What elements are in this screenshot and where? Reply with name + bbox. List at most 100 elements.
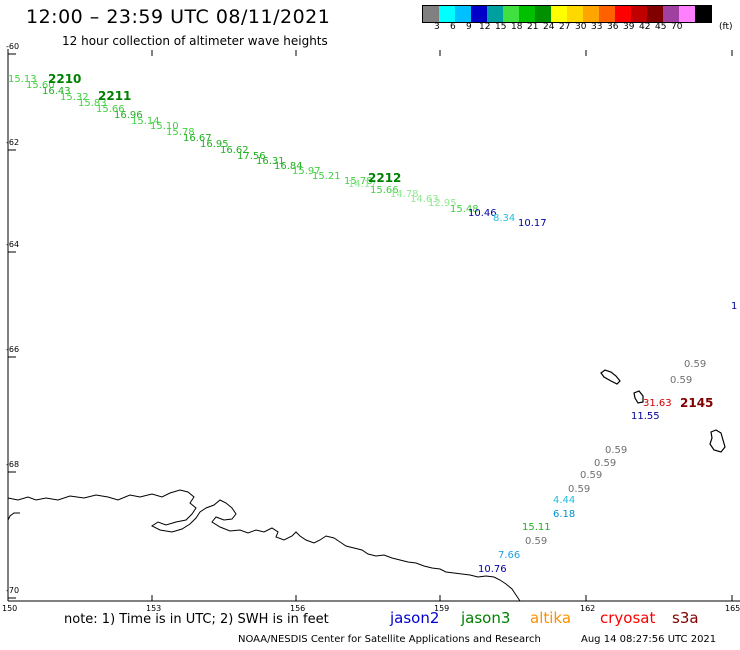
latitude-label: -70 [6, 586, 20, 595]
antarctic-coastline [7, 489, 521, 602]
color-scale-tick: 45 [655, 22, 667, 32]
wave-height-value: 14.78 [390, 189, 419, 200]
mission-label-s3a: s3a [672, 609, 699, 627]
wave-height-value: 15.78 [344, 176, 373, 187]
wave-height-value: 0.59 [594, 458, 617, 469]
color-scale-tick: 24 [543, 22, 555, 32]
color-swatch [567, 6, 583, 22]
color-swatch [455, 6, 471, 22]
color-scale-tick: 6 [450, 22, 456, 32]
wave-height-value: 15.11 [522, 522, 551, 533]
wave-height-value: 0.59 [525, 536, 548, 547]
longitude-label: 162 [580, 604, 596, 613]
latitude-label: -62 [6, 138, 20, 147]
coastline-bay [7, 512, 20, 521]
color-scale-tick: 36 [607, 22, 619, 32]
color-swatch [615, 6, 631, 22]
mission-label-jason2: jason2 [390, 609, 440, 627]
color-scale-tick: 21 [527, 22, 539, 32]
wave-height-value: 16.95 [200, 139, 229, 150]
wave-height-value: 15.66 [370, 185, 399, 196]
wave-height-value: 15.14 [131, 116, 160, 127]
wave-height-value: 0.59 [568, 484, 591, 495]
wave-height-value: 8.34 [493, 213, 516, 224]
color-swatch [647, 6, 663, 22]
wave-height-value: 15.10 [150, 121, 179, 132]
wave-height-value: 14.17 [348, 179, 377, 190]
color-scale-tick: 15 [495, 22, 507, 32]
island [709, 429, 726, 453]
wave-height-value: 15.60 [26, 80, 55, 91]
latitude-label: -64 [6, 240, 20, 249]
color-scale-legend [422, 5, 712, 23]
color-scale-tick: 27 [559, 22, 571, 32]
color-swatch [679, 6, 695, 22]
longitude-label: 153 [146, 604, 162, 613]
color-swatch [471, 6, 487, 22]
color-scale-tick: 3 [434, 22, 440, 32]
color-swatch [535, 6, 551, 22]
wave-height-value: 15.78 [166, 127, 195, 138]
color-swatch [551, 6, 567, 22]
wave-height-value: 16.67 [183, 133, 212, 144]
wave-height-value: 17.56 [237, 151, 266, 162]
wave-height-value: 0.59 [580, 470, 603, 481]
color-swatch [487, 6, 503, 22]
wave-height-value: 16.96 [114, 110, 143, 121]
longitude-label: 156 [290, 604, 306, 613]
wave-height-value: 16.43 [42, 86, 71, 97]
wave-height-value: 15.13 [8, 74, 37, 85]
mission-label-jason3: jason3 [461, 609, 511, 627]
color-scale-tick: 18 [511, 22, 523, 32]
wave-height-value: 0.59 [605, 445, 628, 456]
wave-height-value: 10.76 [478, 564, 507, 575]
color-scale-tick: 9 [466, 22, 472, 32]
color-swatch [631, 6, 647, 22]
pass-cycle-number: 2212 [368, 171, 402, 185]
wave-height-value: 7.66 [498, 550, 521, 561]
wave-height-value: 15.48 [450, 204, 479, 215]
wave-height-value: 14.63 [410, 194, 439, 205]
island [600, 369, 621, 385]
wave-height-value: 6.18 [553, 509, 576, 520]
color-swatch [695, 6, 711, 22]
wave-height-value: 0.59 [684, 359, 707, 370]
color-swatch [423, 6, 439, 22]
latitude-label: -68 [6, 460, 20, 469]
wave-height-value: 31.63 [643, 398, 672, 409]
color-swatch [663, 6, 679, 22]
wave-height-value: 15.21 [312, 171, 341, 182]
wave-height-value: 0.59 [670, 375, 693, 386]
color-swatch [503, 6, 519, 22]
color-scale-tick: 42 [639, 22, 651, 32]
mission-label-cryosat: cryosat [600, 609, 656, 627]
color-scale-tick: 33 [591, 22, 603, 32]
color-scale-tick: 30 [575, 22, 587, 32]
color-swatch [599, 6, 615, 22]
longitude-label: 159 [434, 604, 450, 613]
wave-height-value: 10.17 [518, 218, 547, 229]
map-title: 12:00 – 23:59 UTC 08/11/2021 [26, 6, 331, 28]
map-subtitle: 12 hour collection of altimeter wave hei… [62, 34, 328, 48]
mission-label-altika: altika [530, 609, 572, 627]
wave-height-value: 15.97 [292, 166, 321, 177]
latitude-label: -60 [6, 42, 20, 51]
credit-line: NOAA/NESDIS Center for Satellite Applica… [238, 634, 541, 645]
generation-timestamp: Aug 14 08:27:56 UTC 2021 [581, 634, 717, 645]
pass-cycle-number: 2210 [48, 72, 82, 86]
pass-cycle-number: 2211 [98, 89, 132, 103]
footer-note: note: 1) Time is in UTC; 2) SWH is in fe… [64, 612, 329, 627]
wave-height-value: 12.95 [428, 198, 457, 209]
longitude-label: 150 [2, 604, 18, 613]
wave-height-value: 15.32 [60, 92, 89, 103]
wave-height-value: 16.62 [220, 145, 249, 156]
wave-height-value: 1 [731, 301, 738, 312]
latitude-ticks [8, 53, 16, 599]
wave-height-value: 15.66 [96, 104, 125, 115]
color-scale-unit: (ft) [719, 22, 733, 32]
color-swatch [439, 6, 455, 22]
wave-height-value: 16.31 [256, 156, 285, 167]
color-scale-tick: 12 [479, 22, 491, 32]
wave-height-value: 10.46 [468, 208, 497, 219]
